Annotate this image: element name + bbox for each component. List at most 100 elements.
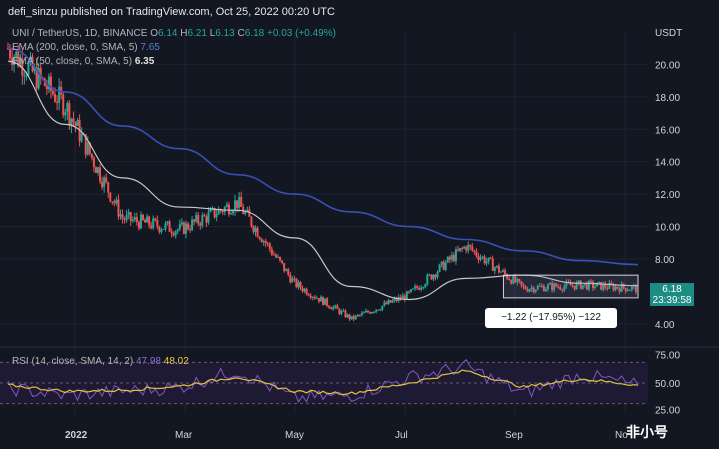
price-tick: 8.00 bbox=[655, 255, 675, 266]
candle-body bbox=[66, 103, 69, 113]
candle-body bbox=[260, 239, 263, 243]
candle-body bbox=[315, 298, 318, 300]
candle-body bbox=[516, 278, 519, 283]
candle-body bbox=[254, 227, 257, 232]
header-bar: defi_sinzu published on TradingView.com,… bbox=[0, 0, 719, 26]
candle-body bbox=[221, 210, 224, 213]
candle-body bbox=[236, 200, 239, 208]
candle-body bbox=[626, 290, 629, 292]
rsi-label: RSI (14, close, SMA, 14, 2) bbox=[12, 356, 134, 367]
candle-body bbox=[405, 291, 408, 300]
candle-body bbox=[295, 278, 298, 288]
candle-body bbox=[99, 167, 102, 182]
l-value: 6.13 bbox=[215, 28, 235, 39]
candle-body bbox=[309, 295, 312, 298]
candle-body bbox=[493, 267, 496, 271]
candle-body bbox=[381, 305, 384, 310]
candle-body bbox=[297, 282, 300, 288]
candle-body bbox=[628, 289, 631, 291]
candle-body bbox=[575, 282, 578, 290]
candle-body bbox=[414, 286, 417, 289]
candle-body bbox=[213, 207, 216, 218]
candle-body bbox=[301, 287, 304, 292]
candle-body bbox=[227, 204, 230, 215]
ema200-value: 7.65 bbox=[140, 42, 160, 53]
candle-body bbox=[544, 289, 547, 292]
candle-body bbox=[39, 67, 42, 78]
o-value: 6.14 bbox=[157, 28, 178, 39]
candle-body bbox=[113, 201, 116, 204]
candle-body bbox=[538, 285, 541, 287]
candle-body bbox=[170, 231, 173, 234]
candle-body bbox=[270, 248, 273, 255]
candle-body bbox=[369, 312, 372, 314]
candle-body bbox=[336, 305, 339, 309]
candle-body bbox=[64, 112, 67, 116]
candle-body bbox=[422, 287, 425, 289]
candle-body bbox=[485, 261, 488, 264]
candle-body bbox=[450, 255, 453, 260]
candle-body bbox=[412, 288, 414, 290]
candle-body bbox=[481, 256, 484, 258]
candle-body bbox=[420, 287, 423, 290]
candle-body bbox=[142, 214, 144, 220]
time-tick: Jul bbox=[395, 430, 408, 441]
candle-body bbox=[17, 51, 20, 67]
candle-body bbox=[608, 282, 611, 289]
candle-body bbox=[60, 86, 63, 95]
candle-body bbox=[602, 283, 605, 290]
published-note: defi_sinzu published on TradingView.com,… bbox=[8, 6, 335, 18]
candle-body bbox=[299, 282, 302, 288]
candle-body bbox=[174, 231, 177, 236]
candle-body bbox=[424, 284, 427, 288]
bar-countdown: 23:39:58 bbox=[652, 295, 692, 306]
watermark: 非小号 bbox=[626, 424, 668, 440]
candle-body bbox=[268, 243, 271, 249]
candle-body bbox=[463, 246, 466, 249]
candle-body bbox=[160, 229, 163, 232]
candle-body bbox=[330, 307, 333, 310]
candle-body bbox=[581, 284, 584, 289]
candle-body bbox=[348, 314, 351, 320]
candle-body bbox=[432, 274, 435, 280]
candle-body bbox=[383, 302, 386, 306]
ema200-label: EMA (200, close, 0, SMA, 5) bbox=[12, 42, 138, 53]
candle-body bbox=[389, 300, 392, 303]
candle-body bbox=[293, 278, 296, 280]
candle-body bbox=[322, 296, 324, 305]
candle-body bbox=[442, 261, 445, 270]
candle-body bbox=[377, 309, 380, 311]
candle-body bbox=[551, 283, 554, 291]
candle-body bbox=[289, 274, 292, 283]
measure-label: −1.22 (−17.95%) −122 bbox=[485, 308, 617, 328]
candle-body bbox=[109, 192, 112, 202]
candle-body bbox=[334, 305, 337, 307]
candle-body bbox=[88, 142, 91, 154]
candle-body bbox=[262, 241, 265, 243]
candle-body bbox=[469, 244, 472, 247]
candle-body bbox=[178, 224, 181, 230]
candle-body bbox=[522, 285, 525, 287]
candle-body bbox=[182, 222, 185, 234]
candle-body bbox=[240, 196, 243, 207]
candle-body bbox=[487, 257, 490, 262]
candle-body bbox=[571, 285, 574, 287]
candle-body bbox=[385, 302, 388, 305]
candle-body bbox=[524, 286, 527, 290]
candle-body bbox=[563, 286, 566, 291]
candle-body bbox=[426, 275, 429, 285]
candle-body bbox=[634, 285, 637, 292]
candle-body bbox=[144, 219, 147, 223]
candle-body bbox=[395, 298, 398, 301]
candle-body bbox=[281, 260, 284, 264]
candle-body bbox=[274, 254, 277, 258]
candle-body bbox=[559, 286, 562, 290]
time-tick: Mar bbox=[175, 430, 193, 441]
candle-body bbox=[630, 286, 633, 290]
candle-body bbox=[510, 280, 513, 284]
rsi-pane bbox=[7, 358, 639, 403]
candle-body bbox=[438, 264, 441, 272]
candle-body bbox=[403, 295, 406, 300]
candle-body bbox=[37, 67, 40, 89]
